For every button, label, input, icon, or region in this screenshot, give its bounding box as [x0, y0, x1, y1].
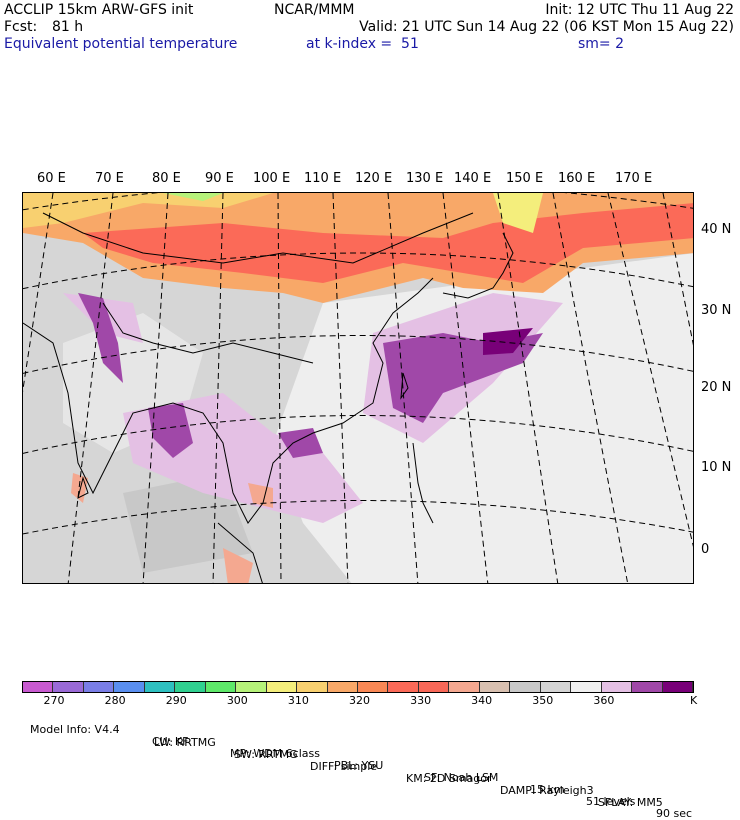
colorbar-swatch: [510, 682, 541, 692]
colorbar-swatch: [418, 682, 450, 692]
footer-damp: DAMP: Rayleigh3: [500, 784, 594, 797]
init-time: Init: 12 UTC Thu 11 Aug 22: [545, 2, 734, 18]
longitude-label: 150 E: [506, 171, 544, 186]
theta-e-field: [23, 193, 693, 583]
colorbar-tick-label: 310: [287, 694, 309, 707]
colorbar-swatch: [479, 682, 511, 692]
longitude-label: 110 E: [304, 171, 342, 186]
purple-core-bay: [148, 403, 193, 458]
colorbar-unit: K: [690, 694, 698, 707]
latitude-label: 30 N: [701, 303, 732, 318]
colorbar-swatch: [83, 682, 115, 692]
longitude-label: 140 E: [454, 171, 492, 186]
latitude-label: 40 N: [701, 222, 732, 237]
field-name: Equivalent potential temperature: [4, 36, 238, 52]
footer-model-info: Model Info: V4.4: [30, 723, 120, 736]
yellow-band: [23, 193, 273, 228]
longitude-label: 80 E: [152, 171, 181, 186]
colorbar-tick-label: 360: [593, 694, 615, 707]
purple-core-scs: [278, 428, 323, 458]
latitude-label: 20 N: [701, 380, 732, 395]
colorbar-swatch: [571, 682, 602, 692]
longitude-label: 100 E: [253, 171, 291, 186]
colorbar-swatch: [236, 682, 267, 692]
colorbar-tick-label: 300: [226, 694, 248, 707]
colorbar-swatch: [449, 682, 480, 692]
longitude-label: 160 E: [558, 171, 596, 186]
center-label: NCAR/MMM: [274, 2, 355, 18]
colorbar-tick-label: 340: [471, 694, 493, 707]
longitude-label: 170 E: [615, 171, 653, 186]
colorbar-swatch: [357, 682, 389, 692]
forecast-hour: 81 h: [52, 19, 84, 35]
longitude-label: 90 E: [205, 171, 234, 186]
colorbar-swatch: [601, 682, 633, 692]
colorbar-swatch: [662, 682, 693, 692]
colorbar-swatch: [327, 682, 358, 692]
colorbar-swatch: [175, 682, 206, 692]
footer-lw: LW: RRTMG: [154, 736, 216, 749]
colorbar-swatch: [297, 682, 328, 692]
colorbar-tick-label: 280: [104, 694, 126, 707]
colorbar: [22, 681, 694, 693]
smoothing-label: sm= 2: [578, 36, 625, 52]
colorbar-tick-label: 320: [349, 694, 370, 707]
green-patch: [163, 193, 223, 201]
colorbar-swatch: [114, 682, 145, 692]
forecast-label: Fcst:: [4, 19, 38, 35]
colorbar-tick-label: 330: [410, 694, 432, 707]
longitude-label: 120 E: [355, 171, 393, 186]
colorbar-swatch: [540, 682, 572, 692]
latitude-label: 0: [701, 542, 710, 557]
colorbar-swatch: [266, 682, 298, 692]
footer-line-2: LW: RRTMG SW: RRTMG DIFF: simple KM: 2D …: [30, 725, 663, 809]
salmon-patch-sumatra: [223, 548, 253, 583]
footer-timestep: 90 sec: [656, 807, 693, 820]
coastlines: [23, 212, 514, 583]
colorbar-swatch: [144, 682, 176, 692]
colorbar-swatch: [53, 682, 84, 692]
longitude-label: 130 E: [406, 171, 444, 186]
footer-sw: SW: RRTMG: [234, 748, 298, 761]
model-title: ACCLIP 15km ARW-GFS init: [4, 2, 194, 18]
colorbar-tick-label: 350: [532, 694, 554, 707]
dark-purple-core: [483, 328, 533, 355]
longitude-label: 60 E: [37, 171, 66, 186]
longitude-label: 70 E: [95, 171, 124, 186]
colorbar-swatch: [23, 682, 54, 692]
latitude-label: 10 N: [701, 460, 732, 475]
colorbar-swatch: [205, 682, 237, 692]
colorbar-swatch: [388, 682, 419, 692]
map-panel: [22, 192, 694, 584]
footer-diff: DIFF: simple: [310, 760, 378, 773]
lat-lon-grid: [23, 193, 693, 583]
colorbar-swatch: [632, 682, 663, 692]
valid-time: Valid: 21 UTC Sun 14 Aug 22 (06 KST Mon …: [359, 19, 734, 35]
yellow-patch-east: [493, 193, 543, 233]
colorbar-tick-label: 270: [43, 694, 65, 707]
colorbar-tick-label: 290: [165, 694, 187, 707]
footer-sflay: SFLAY: MM5: [598, 796, 663, 809]
indian-ocean-grey: [123, 473, 253, 573]
purple-core-east-china: [383, 333, 543, 423]
purple-core-india: [78, 293, 123, 383]
level-label: at k-index = 51: [306, 36, 419, 52]
footer-km: KM: 2D Smagor: [406, 772, 492, 785]
